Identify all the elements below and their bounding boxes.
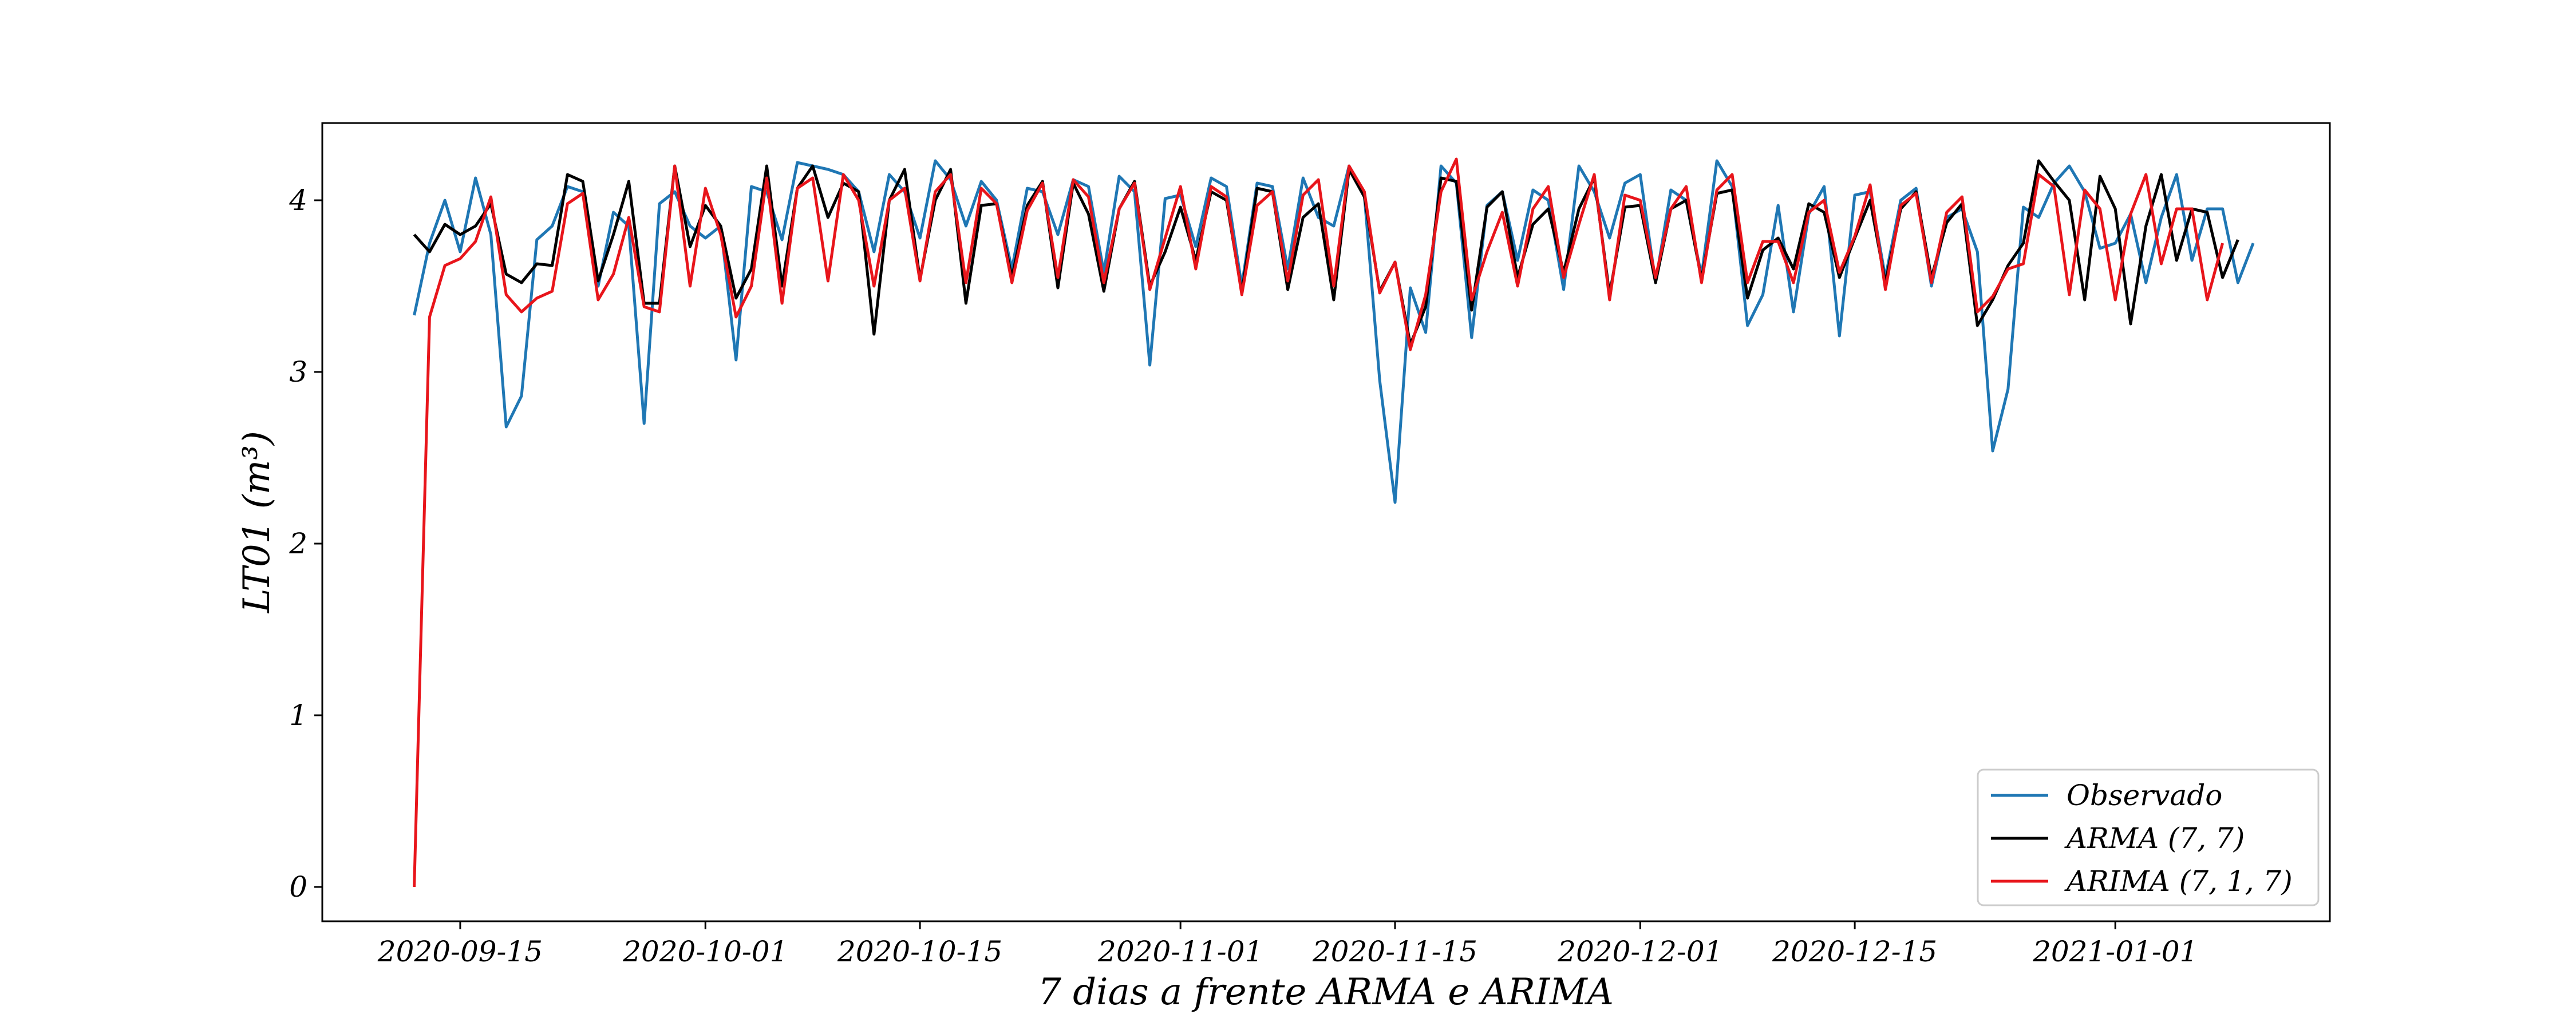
x-tick-label: 2020-09-15 xyxy=(377,935,543,968)
series-line-3 xyxy=(413,157,2225,888)
legend-box xyxy=(1977,768,2320,906)
y-tick-label: 3 xyxy=(289,355,307,389)
legend-entry: ARMA (7, 7) xyxy=(2064,822,2245,855)
y-axis: 0 1 2 3 4 xyxy=(289,184,322,904)
x-tick-label: 2020-12-01 xyxy=(1557,935,1722,968)
x-axis: 2020-09-15 2020-10-01 2020-10-15 2020-11-01… xyxy=(377,921,2198,968)
y-tick-label: 2 xyxy=(289,527,307,560)
x-tick-label: 2020-11-01 xyxy=(1097,935,1263,968)
x-axis-label: 7 dias a frente ARMA e ARIMA xyxy=(1038,971,1614,1013)
x-tick-label: 2021-01-01 xyxy=(2032,935,2198,968)
x-tick-label: 2020-11-15 xyxy=(1312,935,1477,968)
legend: Observado ARMA (7, 7) ARIMA (7, 1, 7) xyxy=(1977,768,2320,906)
plot-frame xyxy=(321,122,2331,922)
y-tick-label: 4 xyxy=(289,184,307,217)
y-axis-label: LT01 (m³) xyxy=(236,431,278,613)
x-tick-label: 2020-10-01 xyxy=(622,935,788,968)
y-tick-label: 1 xyxy=(289,699,307,732)
legend-entry: ARIMA (7, 1, 7) xyxy=(2064,865,2293,898)
x-tick-label: 2020-10-15 xyxy=(837,935,1002,968)
legend-entry: Observado xyxy=(2067,779,2222,812)
y-tick-label: 0 xyxy=(289,870,307,904)
series-layer xyxy=(413,157,2255,888)
x-tick-label: 2020-12-15 xyxy=(1772,935,1937,968)
